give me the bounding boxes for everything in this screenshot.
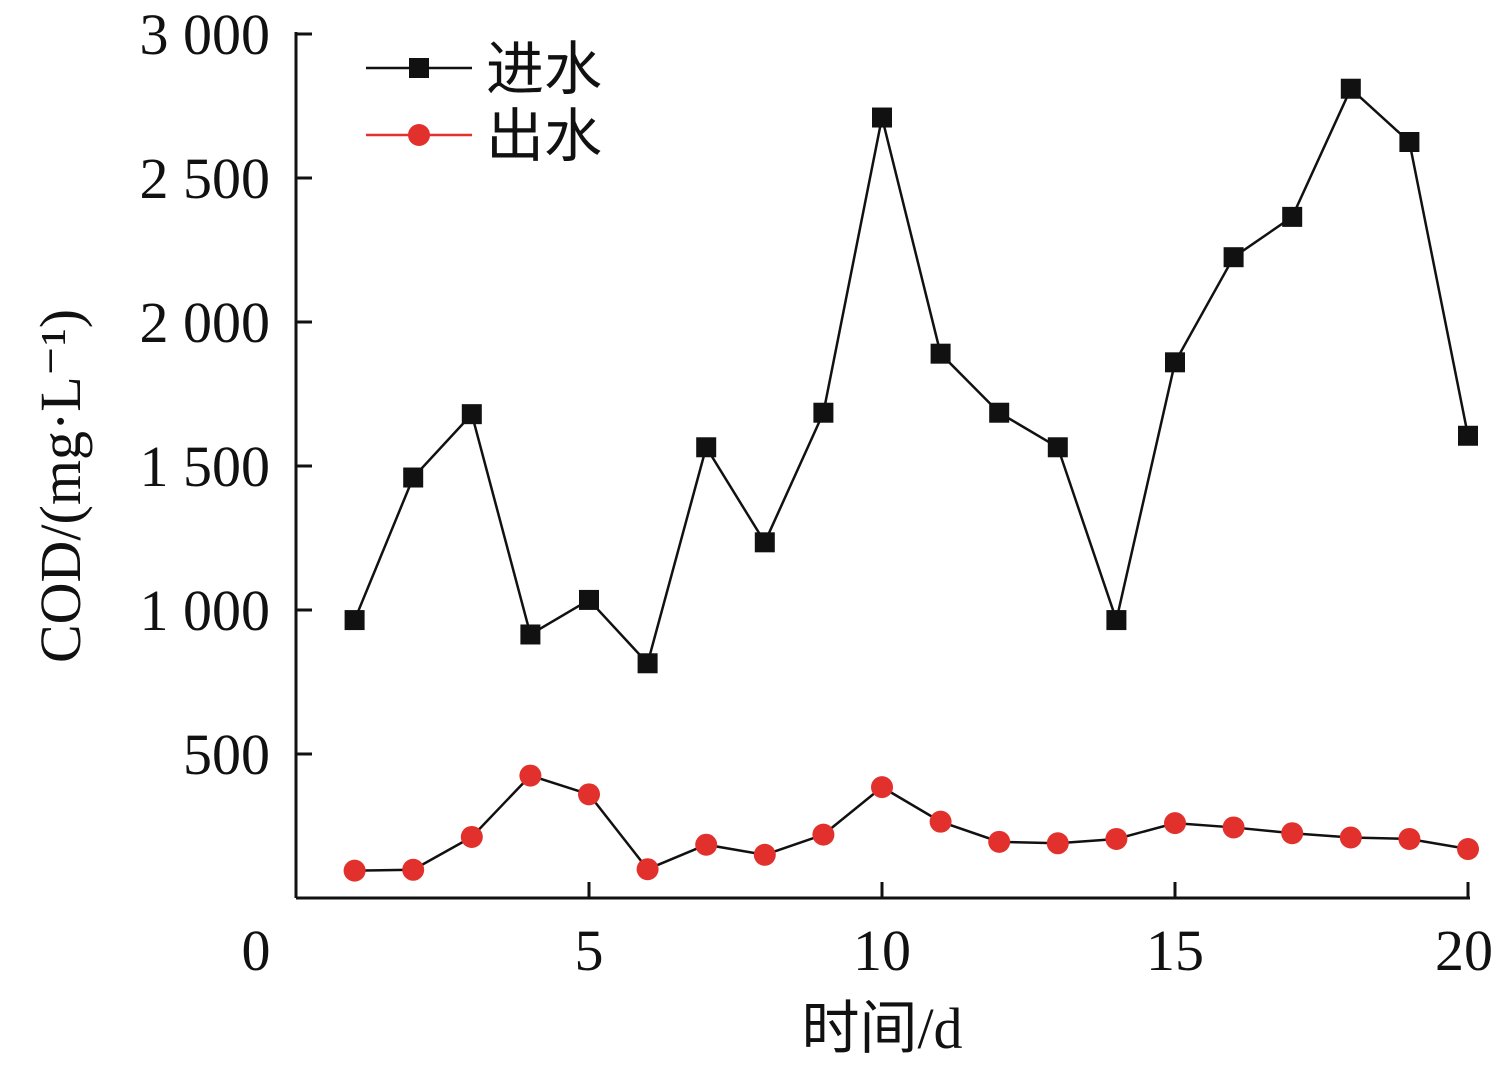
data-point [1282,206,1303,227]
data-point [1399,132,1420,152]
y-tick-label: 2 000 [140,290,271,355]
data-point [872,107,892,128]
data-point [1281,822,1304,845]
data-point [1457,838,1479,861]
x-axis-ticks: 0 5 10 15 20 [242,882,1493,983]
data-point [344,610,365,631]
data-point [989,402,1010,423]
data-point [519,764,542,787]
data-point [930,343,951,364]
data-point [460,825,483,848]
y-tick-label: 1 000 [140,578,271,643]
legend-label: 出水 [486,104,602,169]
data-point [1398,827,1421,850]
legend-marker [408,124,430,146]
series-1 [344,78,1478,674]
data-point [812,823,835,846]
data-point [695,833,718,856]
data-point [813,402,834,423]
series-layer [343,78,1479,882]
series-2 [343,764,1479,882]
data-point [1165,352,1185,373]
data-point [988,830,1011,853]
series-line [354,774,1469,872]
y-tick-label: 1 500 [140,434,271,499]
data-point [578,783,600,806]
data-point [402,858,425,881]
data-point [1046,832,1069,855]
x-tick-label: 15 [1146,918,1204,983]
x-tick-label: 10 [853,918,911,983]
data-point [1164,812,1186,835]
legend-item: 进水 [366,37,602,102]
data-point [1222,816,1245,839]
legend-marker [409,58,429,78]
y-tick-label: 3 000 [140,2,271,67]
data-point [1458,425,1478,446]
data-point [461,404,482,425]
legend-label: 进水 [486,37,602,102]
x-tick-label: 5 [575,918,604,983]
x-tick-label: 20 [1435,918,1493,983]
data-point [929,810,952,833]
data-point [1339,826,1362,849]
data-point [520,624,541,645]
y-tick-label: 500 [183,722,270,787]
data-point [754,532,775,553]
data-point [636,858,659,881]
data-point [696,437,717,458]
x-tick-label: 0 [242,918,271,983]
y-tick-label: 2 500 [140,146,271,211]
data-point [403,467,424,488]
data-point [753,843,776,866]
x-axis-title: 时间/d [801,996,962,1061]
data-point [637,653,658,674]
data-point [871,776,893,799]
data-point [579,589,599,610]
legend-item: 出水 [366,104,602,169]
data-point [1106,610,1127,631]
data-point [1047,437,1068,458]
data-point [343,859,366,882]
y-axis-ticks: 500 1 000 1 500 2 000 2 500 3 000 [140,2,312,787]
axes [294,32,1470,900]
data-point [1105,827,1128,850]
data-point [1340,78,1361,99]
y-axis-title: COD/(mg·L⁻¹) [28,309,93,663]
data-point [1223,247,1244,268]
series-line [353,86,1470,666]
